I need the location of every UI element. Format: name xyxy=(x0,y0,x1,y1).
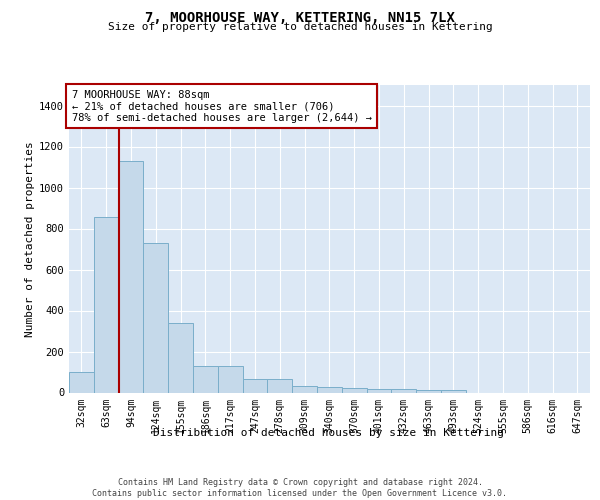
Bar xyxy=(317,388,342,392)
Bar xyxy=(292,386,317,392)
Text: 7 MOORHOUSE WAY: 88sqm
← 21% of detached houses are smaller (706)
78% of semi-de: 7 MOORHOUSE WAY: 88sqm ← 21% of detached… xyxy=(71,90,371,123)
Bar xyxy=(218,366,242,392)
Bar xyxy=(391,390,416,392)
Bar xyxy=(367,390,391,392)
Text: 7, MOORHOUSE WAY, KETTERING, NN15 7LX: 7, MOORHOUSE WAY, KETTERING, NN15 7LX xyxy=(145,11,455,25)
Bar xyxy=(268,379,292,392)
Bar xyxy=(193,366,218,392)
Bar xyxy=(342,388,367,392)
Bar xyxy=(94,217,119,392)
Bar xyxy=(119,161,143,392)
Y-axis label: Number of detached properties: Number of detached properties xyxy=(25,141,35,336)
Bar xyxy=(242,379,268,392)
Text: Contains HM Land Registry data © Crown copyright and database right 2024.
Contai: Contains HM Land Registry data © Crown c… xyxy=(92,478,508,498)
Bar xyxy=(441,390,466,392)
Bar xyxy=(143,243,168,392)
Text: Distribution of detached houses by size in Kettering: Distribution of detached houses by size … xyxy=(154,428,504,438)
Bar xyxy=(416,390,441,392)
Bar xyxy=(168,323,193,392)
Bar xyxy=(69,372,94,392)
Text: Size of property relative to detached houses in Kettering: Size of property relative to detached ho… xyxy=(107,22,493,32)
